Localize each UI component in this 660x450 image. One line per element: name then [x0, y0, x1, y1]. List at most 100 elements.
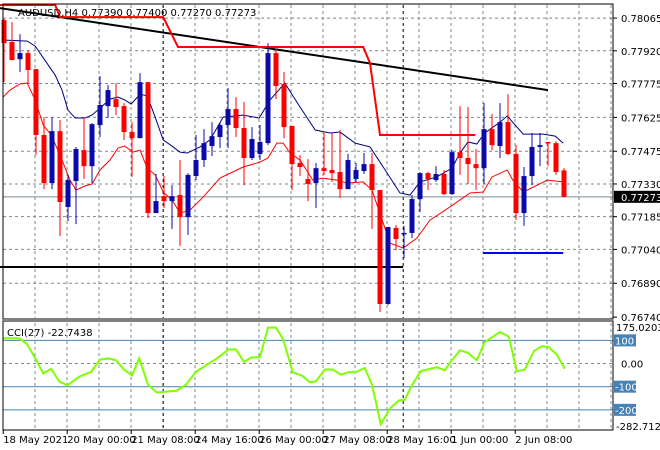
time-label: 21 May 08:00: [131, 435, 200, 446]
candle-bull: [409, 199, 415, 233]
candle-bear: [241, 127, 247, 159]
candle-bear: [393, 227, 399, 240]
time-label: 28 May 16:00: [387, 435, 456, 446]
candle-bull: [529, 146, 535, 177]
time-label: 1 Jun 00:00: [451, 435, 508, 446]
candle-bull: [89, 124, 95, 167]
candle-bull: [73, 148, 79, 182]
candle-bull: [105, 90, 111, 107]
ma-lower-line: [2, 82, 564, 249]
current-price-badge: [614, 190, 660, 203]
candle-bull: [449, 152, 455, 195]
candle-bear: [9, 42, 15, 61]
grid: [3, 5, 613, 429]
candle-bear: [561, 170, 567, 197]
candle-bull: [49, 131, 55, 184]
candle-bear: [377, 190, 383, 305]
price-tick-label: 0.77625: [621, 113, 660, 124]
cci-level-label: -200: [615, 406, 638, 417]
candle-bull: [97, 104, 103, 126]
candle-bull: [209, 136, 215, 147]
candle-bear: [41, 134, 47, 184]
candle-bear: [321, 168, 327, 172]
candle-bear: [129, 132, 135, 139]
symbol-header: AUDUSD,H4 0.77390 0.77400 0.77270 0.7727…: [18, 8, 256, 19]
candle-bull: [225, 109, 231, 126]
candle-bear: [441, 174, 447, 195]
candle-bear: [177, 195, 183, 218]
candle-bear: [545, 141, 551, 144]
candle-bear: [425, 173, 431, 179]
candle-bear: [465, 158, 471, 165]
main-panel-frame: [2, 3, 614, 320]
price-tick-label: 0.77920: [621, 47, 660, 58]
time-label: 18 May 2021: [3, 435, 68, 446]
candle-bull: [185, 174, 191, 218]
candle-bear: [161, 196, 167, 202]
candle-bull: [433, 174, 439, 181]
candle-bull: [249, 139, 255, 159]
candle-bear: [113, 99, 119, 108]
cci-line: [3, 326, 566, 427]
candle-bear: [233, 109, 239, 128]
candle-bear: [489, 129, 495, 146]
cci-level-badge: [614, 334, 636, 347]
price-tick-label: 0.77040: [621, 245, 660, 256]
cci-level-label: 100: [615, 336, 634, 347]
candle-bear: [305, 178, 311, 184]
cci-max-label: 175.0203: [616, 323, 660, 334]
cci-min-label: -282.712: [616, 422, 660, 433]
candle-bear: [473, 164, 479, 169]
time-label: 24 May 16:00: [195, 435, 264, 446]
candle-bear: [33, 69, 39, 135]
price-tick-label: 0.77775: [621, 80, 660, 91]
candle-bull: [497, 122, 503, 147]
ma-upper-line: [3, 39, 564, 196]
candle-bull: [361, 164, 367, 172]
price-tick-label: 0.77330: [621, 180, 660, 191]
time-label: 20 May 00:00: [67, 435, 136, 446]
trendline: [0, 7, 549, 92]
candle-bull: [481, 129, 487, 169]
cci-panel-frame: [2, 320, 614, 431]
candle-bull: [417, 173, 423, 200]
candle-bull: [153, 201, 159, 214]
candle-bull: [201, 143, 207, 161]
candle-bear: [121, 106, 127, 133]
candle-bull: [385, 227, 391, 305]
candle-bull: [353, 169, 359, 179]
candle-bear: [457, 152, 463, 159]
cci-label: CCI(27) -22.7438: [7, 328, 93, 339]
candle-bear: [81, 150, 87, 167]
candle-bear: [553, 143, 559, 172]
candle-bear: [1, 20, 7, 44]
time-label: 2 Jun 08:00: [515, 435, 572, 446]
price-tick-label: 0.78065: [621, 14, 660, 25]
candle-bear: [329, 169, 335, 174]
candle-bear: [513, 153, 519, 214]
cci-level-badge: [614, 380, 636, 393]
candle-bear: [281, 83, 287, 128]
candle-bear: [505, 122, 511, 154]
price-tick-label: 0.77185: [621, 213, 660, 224]
axes: 0.78065 0.77920 0.77775 0.77625 0.77475 0.773…: [2, 3, 660, 446]
candle-bull: [65, 180, 71, 207]
candle-bear: [337, 171, 343, 190]
cci-level-badge: [614, 403, 636, 416]
candle-bull: [169, 196, 175, 202]
candle-bull: [401, 232, 407, 235]
candle-bear: [289, 125, 295, 165]
chart-marks: [0, 4, 613, 427]
candle-bull: [537, 145, 543, 147]
price-tick-label: 0.76740: [621, 313, 660, 324]
current-price-label: 0.77273: [621, 193, 660, 204]
candle-bull: [17, 53, 23, 60]
candle-bull: [217, 125, 223, 138]
candle-bear: [25, 53, 31, 70]
candle-bull: [137, 82, 143, 139]
time-label: 27 May 08:00: [323, 435, 392, 446]
cci-zero-label: 0.00: [621, 360, 643, 371]
candle-bear: [57, 131, 63, 203]
price-tick-label: 0.77475: [621, 147, 660, 158]
